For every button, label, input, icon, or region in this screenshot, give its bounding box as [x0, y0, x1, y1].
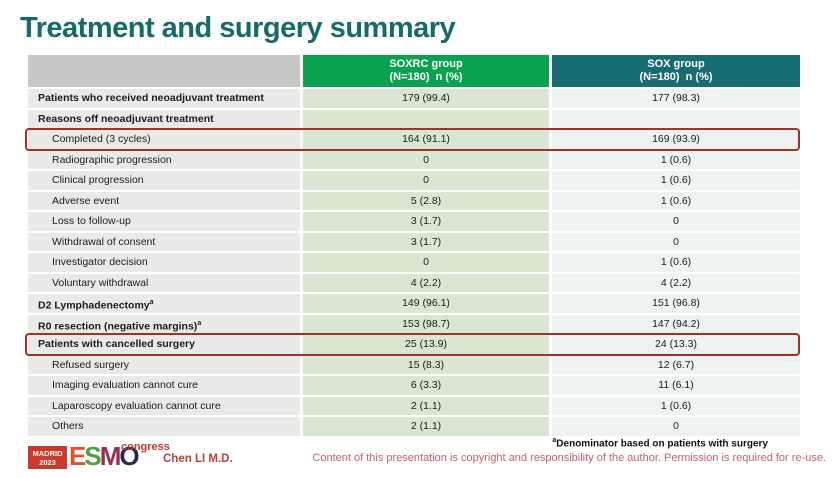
row-label: Radiographic progression	[28, 150, 300, 169]
sox-value: 1 (0.6)	[552, 150, 800, 169]
row-label: Laparoscopy evaluation cannot cure	[28, 396, 300, 415]
sox-value: 1 (0.6)	[552, 171, 800, 190]
soxrc-value: 153 (98.7)	[303, 314, 549, 333]
column-header-soxrc: SOXRC group (N=180) n (%)	[303, 55, 549, 87]
copyright-notice: Content of this presentation is copyrigh…	[312, 452, 826, 464]
soxrc-value: 4 (2.2)	[303, 273, 549, 292]
soxrc-value: 15 (8.3)	[303, 355, 549, 374]
badge-year: 2023	[39, 457, 56, 467]
row-label: D2 Lymphadenectomya	[28, 294, 300, 313]
sox-value: 24 (13.3)	[552, 335, 800, 354]
row-label: Adverse event	[28, 191, 300, 210]
soxrc-value: 0	[303, 150, 549, 169]
footnote-superscript: a	[552, 437, 557, 444]
sox-value: 151 (96.8)	[552, 294, 800, 313]
soxrc-value: 25 (13.9)	[303, 335, 549, 354]
sox-value: 11 (6.1)	[552, 376, 800, 395]
slide-title: Treatment and surgery summary	[20, 12, 456, 44]
madrid-2023-badge: MADRID 2023	[28, 446, 67, 469]
row-label: Completed (3 cycles)	[28, 130, 300, 149]
column-header-empty	[28, 55, 300, 87]
row-label: Imaging evaluation cannot cure	[28, 376, 300, 395]
row-label: Loss to follow-up	[28, 212, 300, 231]
sox-value: 0	[552, 417, 800, 436]
soxrc-value: 3 (1.7)	[303, 212, 549, 231]
row-label: Patients with cancelled surgery	[28, 335, 300, 354]
esmo-letter-s: S	[84, 441, 101, 471]
sox-value	[552, 109, 800, 128]
soxrc-value: 5 (2.8)	[303, 191, 549, 210]
sox-value: 1 (0.6)	[552, 191, 800, 210]
sox-value: 4 (2.2)	[552, 273, 800, 292]
row-label: Withdrawal of consent	[28, 232, 300, 251]
soxrc-value: 2 (1.1)	[303, 417, 549, 436]
column-header-sox-title: SOX group	[647, 58, 705, 70]
row-label: Clinical progression	[28, 171, 300, 190]
soxrc-value	[303, 109, 549, 128]
badge-city: MADRID	[32, 448, 63, 458]
row-label: Refused surgery	[28, 355, 300, 374]
label-superscript: a	[197, 319, 202, 327]
summary-table: SOXRC group (N=180) n (%) SOX group (N=1…	[28, 55, 800, 436]
label-superscript: a	[149, 299, 154, 306]
sox-value: 1 (0.6)	[552, 396, 800, 415]
esmo-letter-o: O	[119, 441, 139, 471]
row-label: Investigator decision	[28, 253, 300, 272]
esmo-letter-m: M	[99, 441, 122, 471]
soxrc-value: 2 (1.1)	[303, 396, 549, 415]
presenter-name: Chen LI M.D.	[163, 453, 233, 465]
row-label: R0 resection (negative margins)a	[28, 314, 300, 333]
column-header-sox-subtitle: (N=180) n (%)	[639, 71, 713, 83]
esmo-logo: ESMO	[69, 441, 140, 472]
sox-value: 177 (98.3)	[552, 89, 800, 108]
footnote-text: Denominator based on patients with surge…	[556, 438, 768, 450]
sox-value: 169 (93.9)	[552, 130, 800, 149]
footnote: aDenominator based on patients with surg…	[552, 437, 768, 449]
sox-value: 1 (0.6)	[552, 253, 800, 272]
column-header-soxrc-title: SOXRC group	[389, 58, 463, 70]
sox-value: 12 (6.7)	[552, 355, 800, 374]
soxrc-value: 179 (99.4)	[303, 89, 549, 108]
esmo-letter-e: E	[69, 441, 86, 471]
row-label: Reasons off neoadjuvant treatment	[28, 109, 300, 128]
soxrc-value: 0	[303, 253, 549, 272]
congress-label: congress	[121, 441, 170, 453]
soxrc-value: 6 (3.3)	[303, 376, 549, 395]
sox-value: 0	[552, 232, 800, 251]
soxrc-value: 149 (96.1)	[303, 294, 549, 313]
column-header-soxrc-subtitle: (N=180) n (%)	[389, 71, 463, 83]
row-label: Patients who received neoadjuvant treatm…	[28, 89, 300, 108]
row-label: Others	[28, 417, 300, 436]
sox-value: 147 (94.2)	[552, 314, 800, 333]
soxrc-value: 0	[303, 171, 549, 190]
soxrc-value: 3 (1.7)	[303, 232, 549, 251]
column-header-sox: SOX group (N=180) n (%)	[552, 55, 800, 87]
sox-value: 0	[552, 212, 800, 231]
soxrc-value: 164 (91.1)	[303, 130, 549, 149]
row-label: Voluntary withdrawal	[28, 273, 300, 292]
